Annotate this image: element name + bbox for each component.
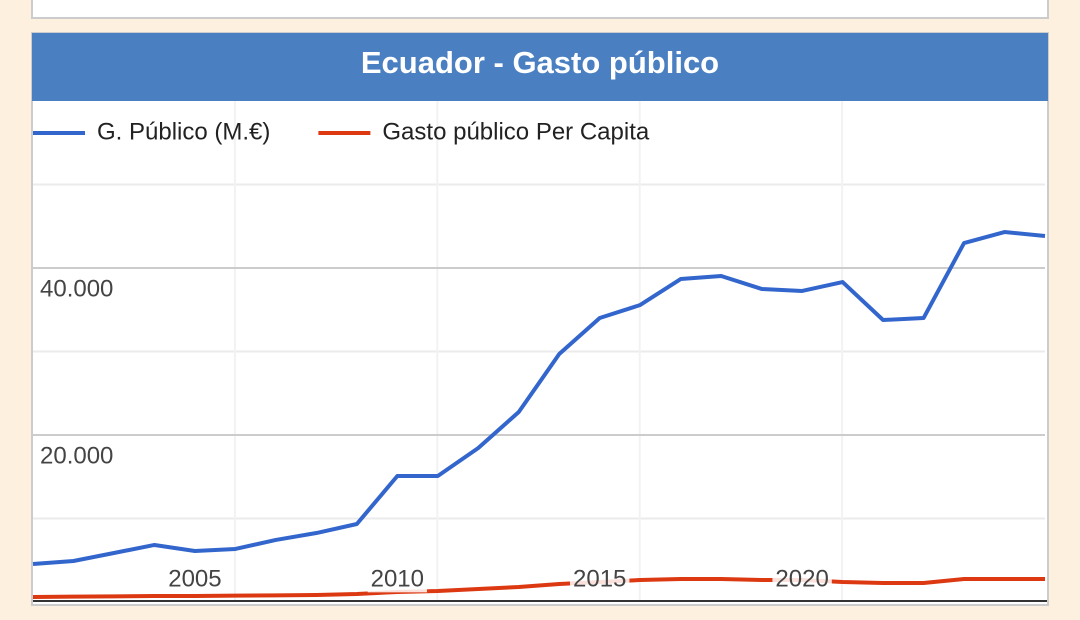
previous-card [31, 0, 1049, 19]
x-tick-label: 2015 [573, 565, 626, 592]
x-tick-label-bg [367, 565, 428, 593]
series-line [32, 230, 1046, 567]
x-tick-label-bg [165, 565, 225, 593]
x-tick-label: 2010 [371, 565, 424, 592]
plot: 20.000 40.000 2005 2010 2015 2020 G. Público (… [32, 101, 1047, 602]
chart-title: Ecuador - Gasto público [361, 45, 719, 80]
x-tick-label-bg [570, 565, 630, 593]
card [31, 32, 1049, 606]
x-tick-label-bg [772, 565, 832, 593]
legend-label: Gasto público Per Capita [382, 118, 649, 145]
x-tick-label: 2020 [775, 565, 828, 592]
y-tick-label: 40.000 [40, 275, 113, 302]
title-bar [32, 33, 1048, 101]
y-tick-label: 20.000 [40, 442, 113, 469]
x-tick-label: 2005 [168, 565, 221, 592]
legend-label: G. Público (M.€) [97, 118, 270, 145]
series-line [32, 577, 1045, 599]
